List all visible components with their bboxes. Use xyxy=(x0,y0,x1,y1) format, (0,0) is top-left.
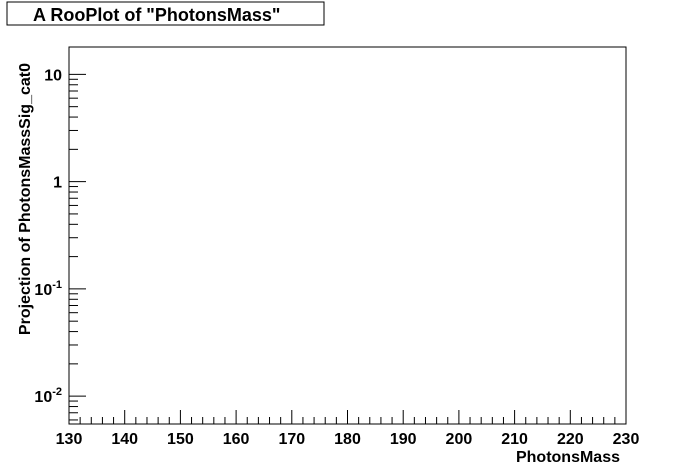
x-tick-label: 170 xyxy=(278,431,305,448)
x-tick-label: 210 xyxy=(501,431,528,448)
y-axis: 10-2 10-1 1 10 xyxy=(34,67,86,421)
x-tick-label: 130 xyxy=(56,431,83,448)
x-tick-label: 140 xyxy=(111,431,138,448)
title-frame xyxy=(6,1,325,26)
y-axis-title: Projection of PhotonsMassSig_cat0 xyxy=(17,63,34,335)
y-tick-label: 1 xyxy=(53,175,62,192)
x-tick-label: 160 xyxy=(223,431,250,448)
plot-frame xyxy=(68,46,627,425)
title-box: A RooPlot of "PhotonsMass" xyxy=(6,1,325,26)
chart-title: A RooPlot of "PhotonsMass" xyxy=(33,5,280,25)
x-tick-label: 230 xyxy=(613,431,640,448)
y-tick-label: 10 xyxy=(44,67,62,84)
y-tick-label: 10-1 xyxy=(34,279,62,299)
y-tick-label: 10-2 xyxy=(34,386,62,406)
x-tick-label: 200 xyxy=(446,431,473,448)
x-tick-label: 190 xyxy=(390,431,417,448)
x-axis-title: PhotonsMass xyxy=(516,449,620,466)
x-axis: 130 140 150 160 170 180 190 200 210 220 230 xyxy=(56,410,640,448)
x-tick-label: 150 xyxy=(167,431,194,448)
x-tick-label: 220 xyxy=(557,431,584,448)
x-tick-label: 180 xyxy=(334,431,361,448)
